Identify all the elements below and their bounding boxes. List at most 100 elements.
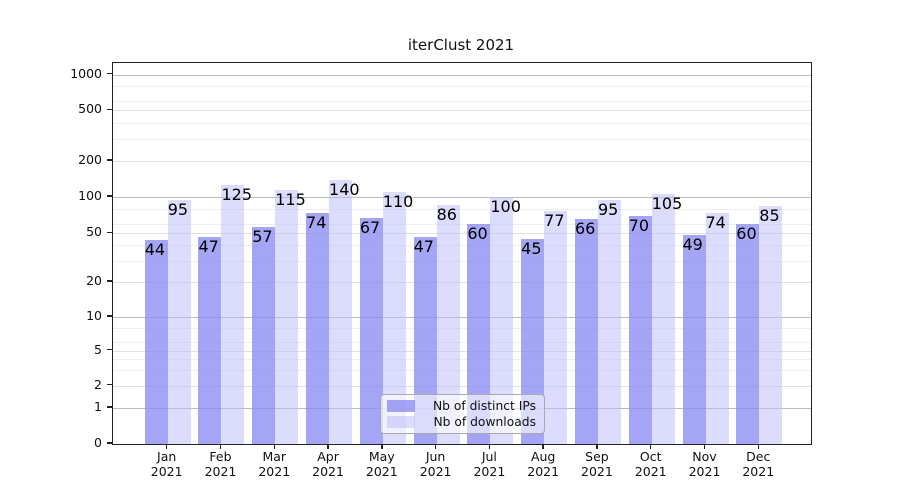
y-tick-label: 10 [86,308,102,323]
x-tick-mark [703,444,706,449]
x-tick-mark [219,444,222,449]
x-tick-month: Oct [639,449,662,464]
y-tick-label: 20 [86,272,102,288]
bar-distinct-ips: 70 [628,215,652,444]
gridline [113,196,811,198]
y-tick-mark [107,231,112,234]
y-tick-mark [107,315,112,317]
bar-distinct-ips: 47 [198,236,222,444]
bar-distinct-ips: 60 [467,223,491,444]
gridline [113,281,811,283]
y-tick-label: 200 [78,151,102,167]
x-tick-month: Jul [481,449,497,464]
gridline [113,350,811,352]
legend-swatch [387,416,415,428]
legend-label: Nb of distinct IPs [432,399,536,413]
x-tick-month: Jun [425,449,446,464]
bar-distinct-ips: 66 [574,218,598,444]
x-tick-month: Mar [262,449,287,464]
x-tick-label: Sep 2021 [565,449,629,479]
x-tick-year: 2021 [419,464,452,479]
y-tick-mark [107,195,112,197]
x-tick-year: 2021 [365,464,398,479]
bar-downloads: 86 [436,204,460,444]
gridline-minor [113,208,811,210]
y-tick-mark [107,159,112,161]
x-tick-year: 2021 [688,464,721,479]
bar-distinct-ips: 45 [521,239,545,444]
gridline-minor [113,370,811,372]
y-tick-mark [107,442,112,444]
x-tick-month: Jan [157,449,177,464]
y-tick-mark [107,280,112,282]
bar-downloads: 74 [705,212,729,444]
x-tick-year: 2021 [150,464,183,479]
gridline-minor [113,260,811,262]
x-tick-mark [327,444,329,449]
y-tick-label: 0 [94,435,102,450]
x-tick-mark [381,444,383,449]
gridline [113,317,811,318]
x-tick-mark [596,444,598,449]
x-tick-label: May 2021 [350,449,414,479]
x-tick-month: Sep [585,449,609,464]
x-tick-month: May [368,449,395,464]
bar-distinct-ips: 44 [144,240,168,444]
x-tick-label: Dec 2021 [726,449,790,479]
x-tick-mark [166,444,168,449]
x-tick-mark [488,444,491,449]
x-tick-mark [273,444,275,449]
gridline [113,110,811,112]
chart-title: iterClust 2021 [407,36,515,54]
x-tick-mark [650,444,652,449]
x-tick-label: Oct 2021 [619,449,683,479]
gridline-minor [113,341,811,343]
y-tick-mark [107,383,112,386]
x-tick-label: Feb 2021 [188,449,252,479]
gridline [113,160,811,162]
bar-downloads: 100 [490,197,521,444]
legend-swatch [387,400,415,412]
y-tick-mark [107,72,112,75]
bar-downloads: 85 [759,205,783,444]
x-tick-month: Apr [317,449,339,464]
bar-downloads: 105 [651,194,682,444]
legend-row: Nb of downloads [387,415,536,429]
y-tick-label: 1 [94,398,102,414]
bar-downloads: 115 [275,189,306,444]
bar-downloads: 140 [329,179,360,444]
x-tick-year: 2021 [742,464,775,479]
x-tick-label: Nov 2021 [673,449,737,479]
x-tick-month: Aug [530,449,556,464]
x-tick-mark [434,444,437,449]
plot-area: 44 47 57 74 67 47 60 45 66 70 49 60 95 125 115 140 110 86… [112,62,812,445]
gridline [113,385,811,387]
x-tick-label: Apr 2021 [296,449,360,479]
x-tick-month: Feb [209,449,232,464]
bar-distinct-ips: 67 [359,218,383,444]
bar-downloads: 95 [597,199,621,444]
bar-downloads: 125 [221,185,252,444]
x-tick-mark [542,444,544,449]
bar-downloads: 77 [544,210,568,444]
x-tick-label: Jan 2021 [135,449,199,479]
y-tick-label: 2 [94,376,102,392]
gridline-minor [113,122,811,124]
bar-downloads: 110 [382,192,413,444]
bar-distinct-ips: 60 [736,223,760,444]
bar-downloads: 95 [167,199,191,444]
x-tick-year: 2021 [527,464,560,479]
gridline-minor [113,100,811,102]
legend: Nb of distinct IPs Nb of downloads [380,394,545,434]
gridline-minor [113,327,811,329]
gridline [113,233,811,235]
gridline-minor [113,359,811,361]
bar-distinct-ips: 57 [252,226,276,444]
x-tick-label: Jul 2021 [457,449,521,479]
bar-distinct-ips: 47 [413,236,437,444]
gridline-minor [113,223,811,225]
gridline-minor [113,138,811,140]
y-tick-mark [107,348,112,351]
bar-distinct-ips: 74 [306,212,330,444]
